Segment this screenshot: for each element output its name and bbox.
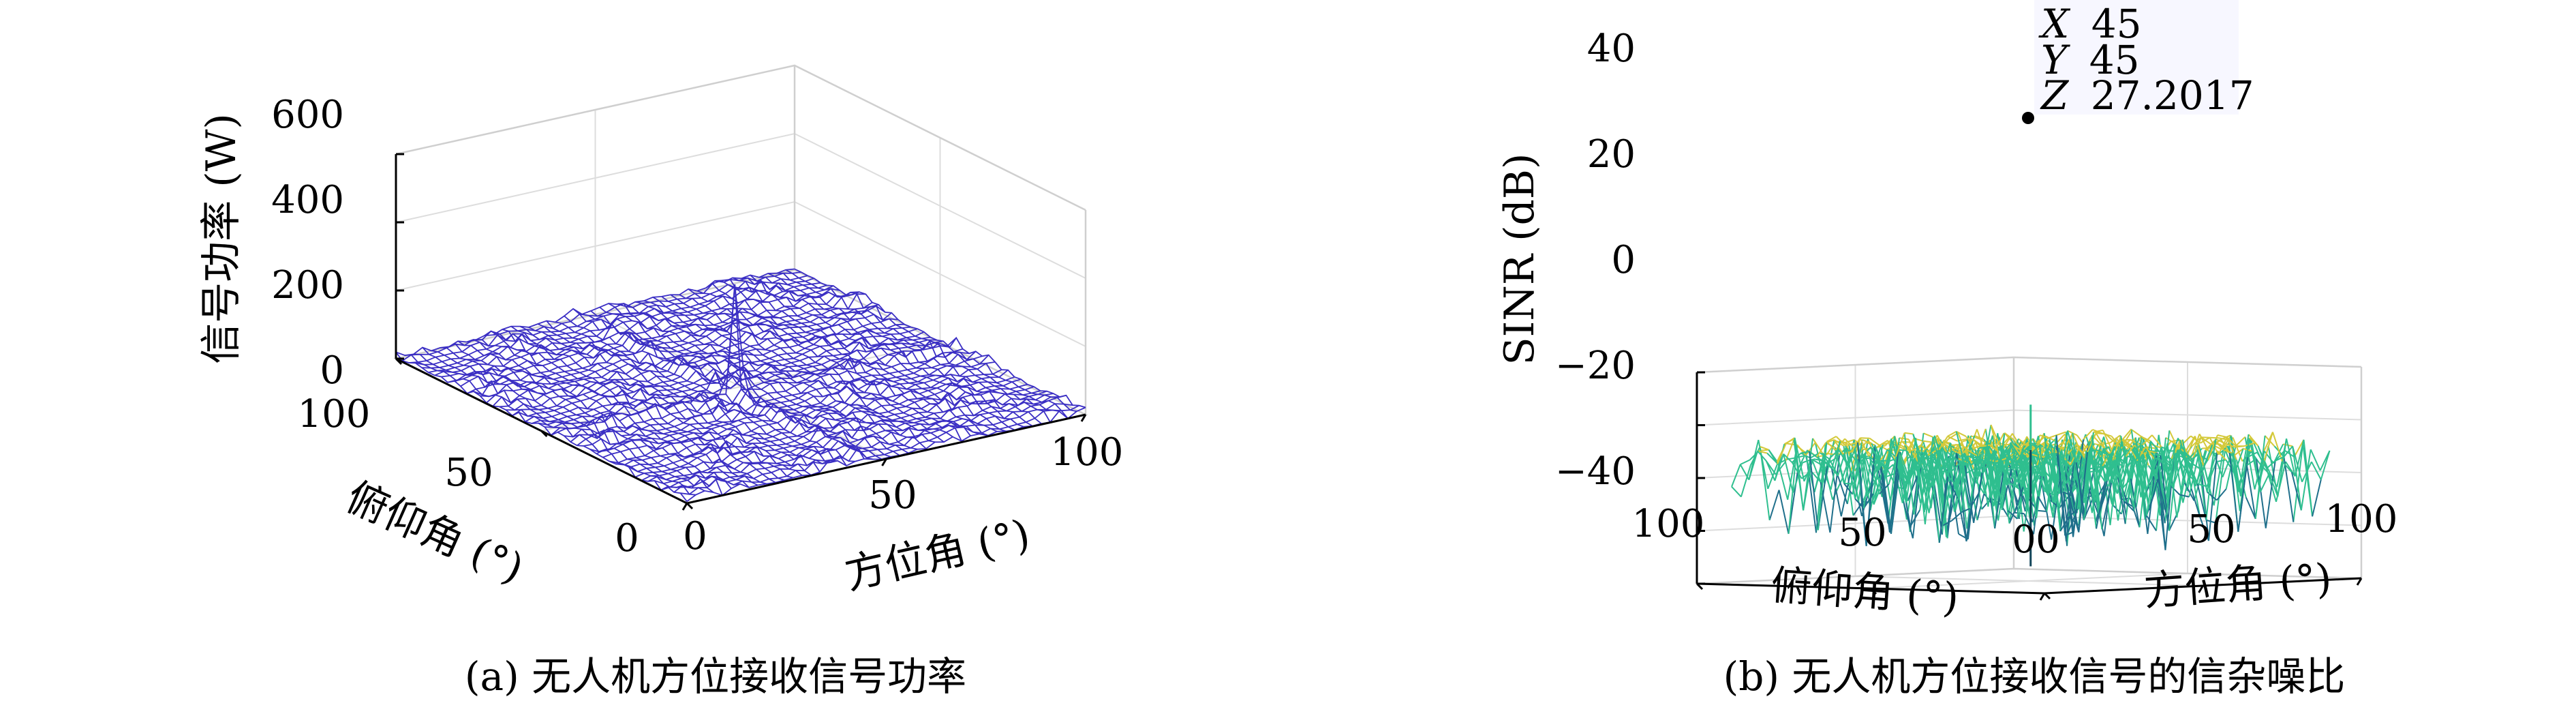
panel-a: 0 200 400 600 0 50 100 0 50 100 信号功率 (W)…	[198, 65, 1123, 700]
panel-a-mesh-line	[642, 391, 1041, 480]
panel-b-z-tick: 0	[1611, 238, 1636, 282]
panel-a-grid-line	[396, 134, 1086, 278]
panel-b-caption: (b) 无人机方位接收信号的信杂噪比	[1723, 653, 2346, 700]
panel-b-mesh-seg	[1732, 487, 1741, 497]
panel-b-top-edge	[1697, 357, 2361, 372]
panel-b-mesh-seg	[2311, 449, 2320, 471]
panel-a-z-label: 信号功率 (W)	[198, 113, 245, 364]
panel-b-mesh-seg	[2312, 479, 2321, 516]
panel-b-mesh-seg	[1741, 465, 1751, 496]
panel-b-datatip[interactable]: X 45 Y 45 Z 27.2017	[2022, 0, 2254, 124]
panel-a-y-tick: 100	[298, 392, 371, 436]
panel-a-surface	[396, 269, 1086, 502]
panel-a-y-tick: 50	[444, 451, 493, 495]
panel-b: −40 −20 0 20 40 0 50 100 0 50 100 SINR (…	[1496, 0, 2397, 700]
panel-a-x-label: 方位角 (°)	[840, 510, 1034, 599]
panel-a-mesh-line	[467, 294, 865, 393]
panel-b-y-tick: 0	[2012, 518, 2036, 562]
panel-b-mesh-seg	[1899, 438, 1909, 439]
panel-a-mesh-line	[724, 280, 1015, 430]
panel-a-top-edge	[396, 65, 1086, 210]
panel-a-x-tick-mark	[683, 503, 687, 510]
panel-a-grid-line	[396, 202, 1086, 346]
panel-b-z-label: SINR (dB)	[1496, 153, 1544, 366]
panel-b-mesh-seg	[2122, 440, 2131, 441]
datatip-z-value: 27.2017	[2091, 72, 2254, 119]
panel-a-grid-line	[396, 65, 1086, 210]
panel-a-y-tick: 0	[615, 516, 639, 561]
panel-b-mesh-seg	[2236, 437, 2245, 446]
panel-b-y-label: 俯仰角 (°)	[1769, 562, 1960, 623]
panel-a-z-tick: 0	[320, 348, 344, 393]
panel-b-z-tick: 20	[1587, 132, 1636, 177]
panel-b-mesh-seg	[1741, 460, 1750, 465]
panel-b-mesh-seg	[1923, 441, 1932, 443]
panel-b-x-label: 方位角 (°)	[2143, 555, 2333, 616]
panel-b-mesh-seg	[1770, 490, 1779, 520]
panel-b-y-tick: 100	[1632, 502, 1705, 546]
datatip-marker[interactable]	[2022, 112, 2034, 124]
panel-a-axes	[396, 154, 1086, 510]
panel-a-x-tick: 0	[683, 514, 707, 558]
panel-a-z-tick: 200	[271, 263, 344, 308]
panel-b-x-tick-mark	[2040, 593, 2044, 600]
panel-b-z-tick: 40	[1587, 27, 1636, 71]
panel-b-z-tick: −20	[1555, 344, 1636, 388]
panel-b-mesh-seg	[1760, 447, 1769, 450]
panel-a-x-tick: 50	[868, 473, 917, 518]
panel-a-caption: (a) 无人机方位接收信号功率	[465, 653, 966, 700]
panel-b-x-tick: 100	[2325, 497, 2398, 541]
panel-b-y-tick: 50	[1838, 511, 1886, 555]
panel-b-mesh-seg	[2217, 489, 2226, 501]
panel-a-z-tick: 600	[271, 93, 344, 137]
panel-b-mesh-seg	[1899, 450, 1907, 451]
datatip-z-label: Z	[2040, 72, 2070, 119]
panel-b-mesh-seg	[1741, 464, 1749, 480]
panel-b-z-tick: −40	[1555, 449, 1636, 494]
panel-a-y-label: 俯仰角 (°)	[339, 473, 531, 593]
panel-b-mesh-seg	[2132, 430, 2142, 437]
datatip-z-row: Z 27.2017	[2040, 72, 2254, 119]
panel-a-z-tick: 400	[271, 178, 344, 222]
panel-b-mesh-seg	[2260, 474, 2269, 492]
panel-b-mesh-seg	[2218, 435, 2227, 437]
panel-b-x-tick: 0	[2036, 518, 2060, 562]
panel-b-x-tick: 50	[2187, 507, 2235, 552]
panel-b-mesh-seg	[1922, 458, 1931, 459]
panel-b-mesh-seg	[1905, 433, 1914, 434]
panel-a-y-tick-mark	[687, 503, 692, 509]
panel-b-grid-line	[1697, 411, 2361, 426]
panel-a-mesh-line	[706, 284, 997, 432]
panel-b-mesh-seg	[1924, 433, 1933, 437]
panel-a-x-tick: 100	[1051, 430, 1124, 475]
panel-b-mesh-seg	[1751, 447, 1760, 465]
